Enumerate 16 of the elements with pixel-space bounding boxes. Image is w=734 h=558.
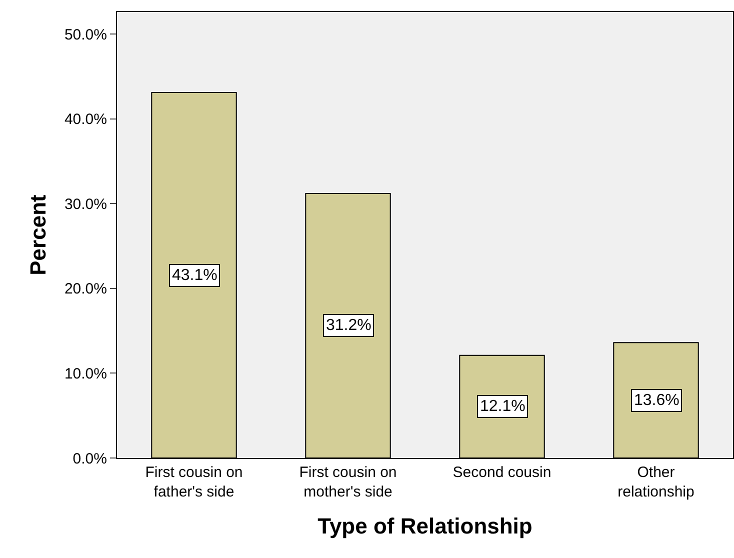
x-tick-label: First cousin on mother's side	[299, 464, 397, 500]
x-axis-title: Type of Relationship	[318, 513, 532, 538]
y-tick-label: 20.0%	[64, 280, 107, 298]
data-label: 31.2%	[326, 317, 372, 334]
y-tick-label: 40.0%	[64, 111, 107, 128]
y-tick-label: 50.0%	[64, 26, 107, 44]
y-tick-label: 0.0%	[72, 450, 107, 468]
x-tick-label: First cousin on father's side	[145, 464, 243, 500]
x-tick-label: Other relationship	[618, 464, 694, 500]
y-tick-label: 30.0%	[64, 196, 107, 213]
y-tick-label: 10.0%	[64, 365, 107, 382]
x-tick-label: Second cousin	[452, 464, 552, 481]
data-label: 12.1%	[480, 398, 526, 415]
data-label: 13.6%	[634, 392, 680, 409]
y-axis-title: Percent	[25, 194, 50, 276]
data-label: 43.1%	[172, 267, 218, 284]
